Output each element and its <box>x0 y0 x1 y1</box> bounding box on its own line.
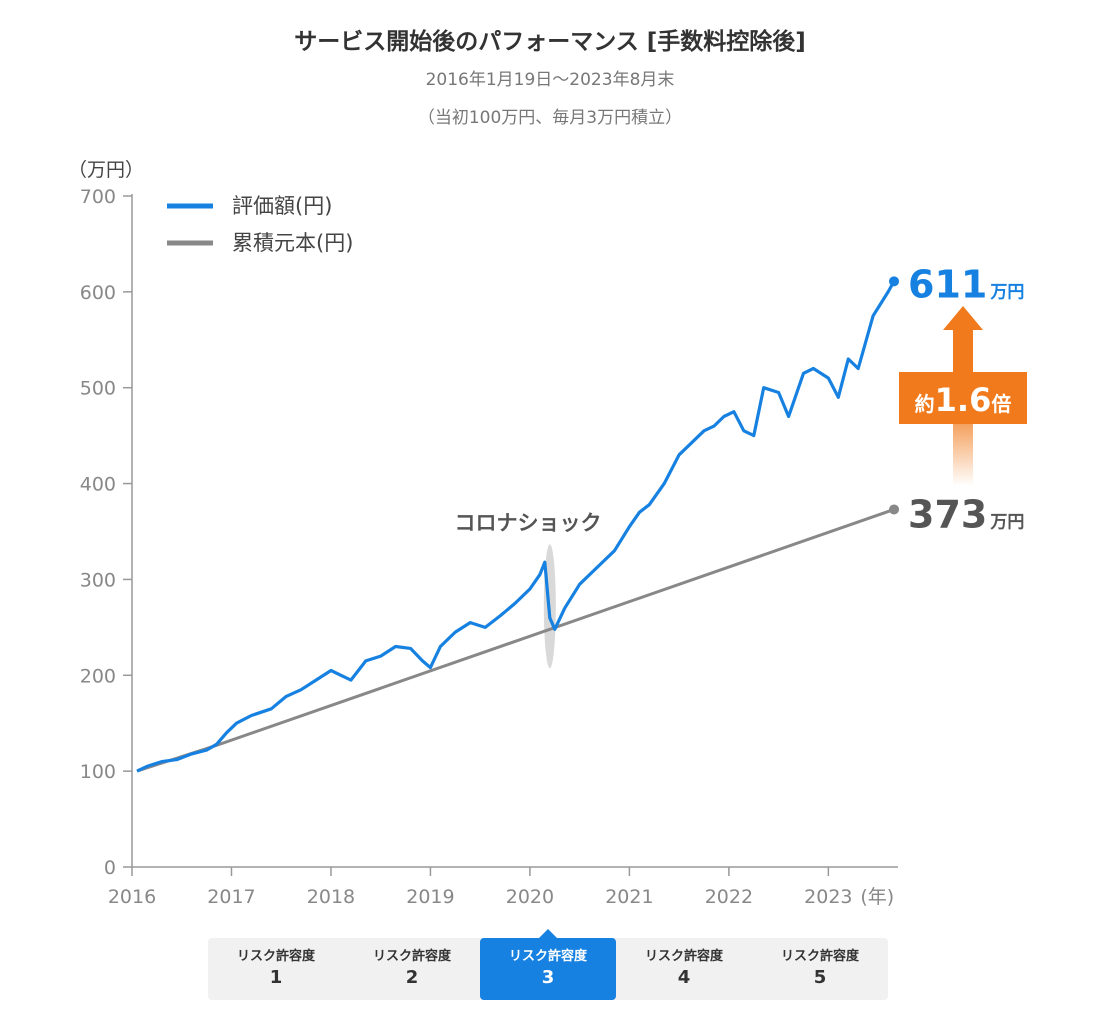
x-tick-label: 2016 <box>108 886 156 908</box>
tab-label: リスク許容度 <box>236 949 315 964</box>
tab-number: 1 <box>269 967 283 988</box>
tab-number: 5 <box>813 967 827 988</box>
chart-subtitle-period: 2016年1月19日～2023年8月末 <box>425 70 675 90</box>
tab-risk-4[interactable]: リスク許容度 4 <box>616 938 752 1000</box>
y-tick-label: 600 <box>80 282 116 304</box>
risk-tolerance-tabs: リスク許容度 1 リスク許容度 2 リスク許容度 3 リスク許容度 4 リスク許… <box>208 929 888 1000</box>
end-value-evaluation: 611 万円 <box>908 262 1024 306</box>
x-tick-label: 2019 <box>406 886 454 908</box>
tab-label: リスク許容度 <box>372 949 451 964</box>
multiplier-label: 約1.6倍 <box>915 381 1012 419</box>
x-tick-label: 2020 <box>506 886 554 908</box>
y-tick-label: 0 <box>104 857 116 879</box>
tab-number: 2 <box>405 967 419 988</box>
tab-label: リスク許容度 <box>508 949 587 964</box>
x-tick-label: 2021 <box>605 886 653 908</box>
growth-arrow-head <box>943 306 983 330</box>
x-tick-label: 2018 <box>307 886 355 908</box>
chart-title: サービス開始後のパフォーマンス [手数料控除後] <box>294 29 806 55</box>
legend-label-principal: 累積元本(円) <box>232 231 353 255</box>
y-tick-label: 700 <box>80 186 116 208</box>
y-tick-label: 100 <box>80 761 116 783</box>
tab-risk-3[interactable]: リスク許容度 3 <box>480 929 616 1000</box>
x-tick-label: 2017 <box>207 886 255 908</box>
end-point-evaluation <box>889 276 900 287</box>
series-line-principal <box>136 508 895 773</box>
y-tick-label: 200 <box>80 665 116 687</box>
tab-number: 3 <box>541 967 555 988</box>
y-tick-label: 400 <box>80 474 116 496</box>
corona-shock-label: コロナショック <box>455 511 602 535</box>
tab-label: リスク許容度 <box>780 949 859 964</box>
chart-subtitle-condition: （当初100万円、毎月3万円積立） <box>417 108 683 128</box>
series-line-evaluation <box>136 280 896 773</box>
x-tick-label: 2023 <box>804 886 852 908</box>
tab-risk-5[interactable]: リスク許容度 5 <box>752 938 888 1000</box>
end-point-principal <box>889 504 900 515</box>
x-tick-label: 2022 <box>705 886 753 908</box>
tab-label: リスク許容度 <box>644 949 723 964</box>
x-axis-unit-label: (年) <box>860 886 894 908</box>
performance-chart: 0 100 200 300 400 500 600 700 （万円） 2016 2017 2018 20… <box>68 159 1027 908</box>
tab-risk-1[interactable]: リスク許容度 1 <box>208 938 344 1000</box>
tab-number: 4 <box>677 967 691 988</box>
legend-label-evaluation: 評価額(円) <box>232 194 332 218</box>
y-tick-label: 500 <box>80 378 116 400</box>
tab-risk-2[interactable]: リスク許容度 2 <box>344 938 480 1000</box>
multiplier-badge <box>899 372 1027 424</box>
y-tick-label: 300 <box>80 569 116 591</box>
y-axis-unit-label: （万円） <box>68 159 144 181</box>
end-value-principal: 373 万円 <box>908 492 1024 536</box>
